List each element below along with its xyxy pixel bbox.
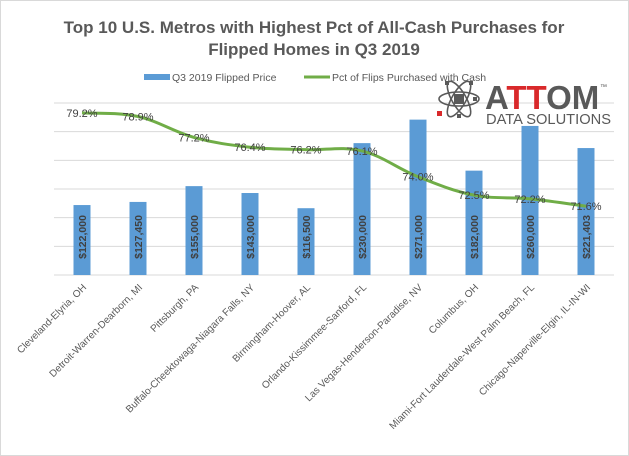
attom-logo: ATTOM ™ DATA SOLUTIONS (437, 79, 611, 128)
line-series (81, 111, 587, 208)
bar (297, 208, 315, 275)
line-data-label: 78.9% (122, 112, 153, 124)
x-axis-label: Las Vegas-Henderson-Paradise, NV (303, 282, 425, 404)
line-data-label: 76.2% (290, 145, 321, 157)
pct-cash-line (81, 111, 587, 208)
line-data-label: 76.1% (346, 146, 377, 158)
bar (185, 186, 203, 275)
bar-data-label: $143,000 (245, 215, 257, 259)
line-data-label: 79.2% (66, 108, 97, 120)
line-data-label: 76.4% (234, 142, 265, 154)
legend-label-flipped-price: Q3 2019 Flipped Price (172, 72, 277, 84)
bar-series (73, 119, 595, 275)
atom-icon (437, 80, 480, 118)
chart-title-line-2: Flipped Homes in Q3 2019 (208, 40, 420, 59)
bar-data-label: $221,403 (581, 215, 593, 259)
logo-trademark: ™ (600, 84, 607, 91)
line-data-label: 77.2% (178, 132, 209, 144)
bar (577, 148, 595, 275)
line-data-label: 72.5% (458, 190, 489, 202)
bar-data-label: $127,450 (133, 215, 145, 259)
legend-label-pct-cash: Pct of Flips Purchased with Cash (332, 72, 486, 84)
bar (409, 119, 427, 275)
x-axis-label: Buffalo-Cheektowaga-Niagara Falls, NY (124, 282, 257, 415)
bar-data-label: $155,000 (189, 215, 201, 259)
gridlines (54, 102, 614, 276)
bar-data-label: $122,000 (77, 215, 89, 259)
line-data-label: 74.0% (402, 172, 433, 184)
bar-data-label: $271,000 (413, 215, 425, 259)
bar-data-label: $260,000 (525, 215, 537, 259)
bar (241, 193, 259, 275)
bar-data-label: $116,500 (301, 215, 313, 258)
bar-data-label: $182,000 (469, 215, 481, 259)
x-axis-labels: Cleveland-Elyria, OHDetroit-Warren-Dearb… (15, 282, 593, 432)
legend-swatch-flipped-price (144, 74, 170, 80)
x-axis-label: Pittsburgh, PA (149, 282, 202, 335)
logo-tagline: DATA SOLUTIONS (486, 112, 611, 128)
bar-data-label: $230,000 (357, 215, 369, 259)
bar (73, 205, 91, 275)
x-axis-label: Detroit-Warren-Dearborn, MI (48, 282, 146, 380)
line-data-label: 72.2% (514, 194, 545, 206)
line-data-label: 71.6% (570, 201, 601, 213)
bar (353, 143, 371, 275)
bar (521, 125, 539, 275)
bar-data-labels: $122,000 $127,450 $155,000 $143,000 $116,500… (77, 215, 593, 259)
chart-title-line-1: Top 10 U.S. Metros with Highest Pct of A… (64, 18, 565, 37)
x-axis-label: Orlando-Kissimmee-Sanford, FL (260, 282, 369, 391)
line-data-labels: 79.2% 78.9% 77.2% 76.4% 76.2% 76.1% 74.0% 72.5%… (66, 108, 601, 213)
logo-wordmark: ATTOM (485, 79, 599, 116)
legend: Q3 2019 Flipped Price Pct of Flips Purch… (144, 72, 486, 84)
x-axis-label: Chicago-Naperville-Elgin, IL-IN-WI (477, 282, 593, 398)
x-axis-label: Columbus, OH (427, 282, 481, 336)
bar (129, 201, 147, 275)
